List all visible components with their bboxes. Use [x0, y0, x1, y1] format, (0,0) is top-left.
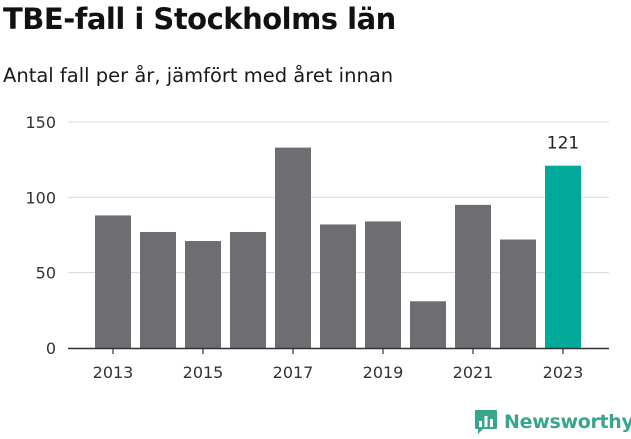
bar-2013 — [95, 215, 131, 348]
newsworthy-icon — [475, 410, 497, 434]
x-tick-label: 2013 — [93, 363, 134, 382]
bar-2019 — [365, 221, 401, 348]
y-tick-label: 0 — [46, 339, 56, 358]
bar-2014 — [140, 231, 176, 348]
bar-2018 — [320, 224, 356, 348]
y-tick-label: 50 — [36, 264, 56, 283]
chart-title: TBE-fall i Stockholms län — [3, 2, 396, 36]
bar-2016 — [230, 231, 266, 348]
x-tick-label: 2019 — [363, 363, 404, 382]
axes — [68, 347, 609, 354]
bar-2020 — [410, 301, 446, 348]
x-tick-label: 2017 — [273, 363, 314, 382]
y-tick-label: 100 — [25, 188, 56, 207]
tick-labels: 0 50 100 150 2013 2015 2017 2019 2021 2023 121 — [25, 113, 583, 382]
bar-2015 — [185, 241, 221, 348]
brand-name: Newsworthy — [504, 411, 631, 433]
y-tick-label: 150 — [25, 113, 56, 132]
x-tick-label: 2023 — [543, 363, 584, 382]
newsworthy-logo: Newsworthy — [474, 405, 631, 439]
bar-2023 — [545, 165, 581, 348]
bars — [95, 147, 581, 348]
x-tick-label: 2021 — [453, 363, 494, 382]
bar-2017 — [275, 147, 311, 348]
x-tick-label: 2015 — [183, 363, 224, 382]
bar-2022 — [500, 239, 536, 348]
chart-subtitle: Antal fall per år, jämfört med året inna… — [3, 64, 394, 87]
data-label-2023: 121 — [547, 134, 579, 154]
bar-2021 — [455, 204, 491, 348]
